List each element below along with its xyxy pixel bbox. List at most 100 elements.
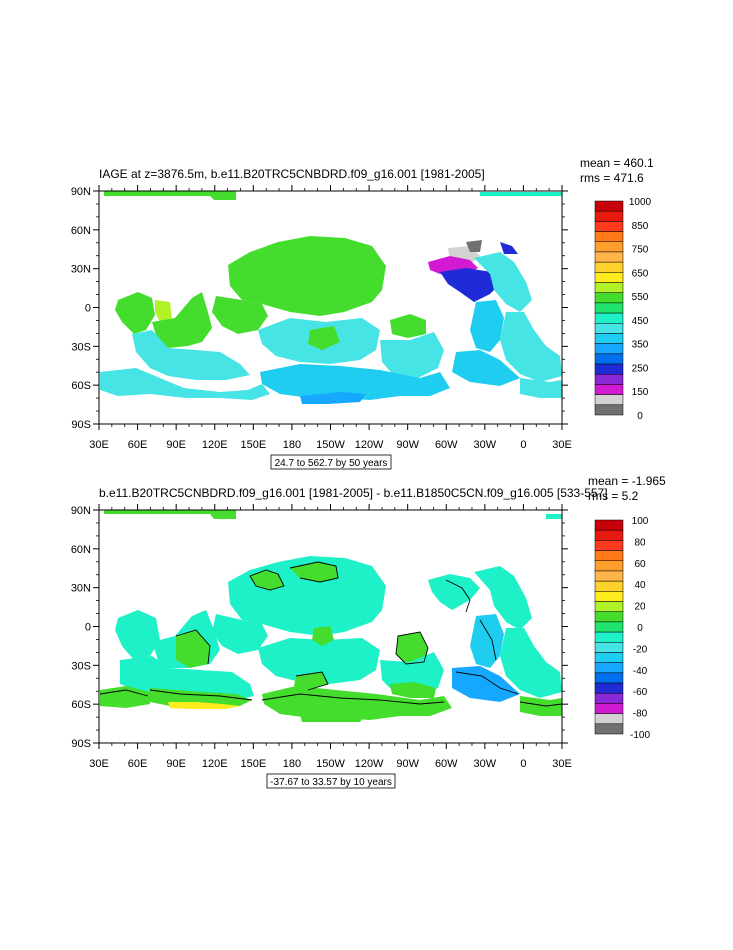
- panel-2-map-fill: [100, 510, 562, 722]
- map-region: [470, 614, 504, 668]
- x-tick-label: 0: [520, 758, 526, 770]
- colorbar-swatch: [594, 363, 624, 375]
- x-tick-label: 60W: [435, 439, 458, 451]
- x-tick-label: 120E: [202, 439, 228, 451]
- colorbar-swatch: [594, 682, 624, 694]
- colorbar-swatch: [594, 343, 624, 355]
- map-region: [258, 638, 380, 684]
- panel-2-contour-info-box: [266, 773, 396, 789]
- x-tick-label: 150E: [240, 439, 266, 451]
- x-tick-label: 0: [520, 439, 526, 451]
- map-region: [520, 696, 562, 716]
- colorbar-swatch: [594, 540, 624, 551]
- contour-line: [149, 689, 253, 701]
- map-region: [546, 514, 562, 519]
- panel-1-contour-info: 24.7 to 562.7 by 50 years: [275, 458, 388, 469]
- x-tick-label: 30W: [474, 439, 497, 451]
- x-tick-label: 120E: [202, 758, 228, 770]
- map-region: [380, 332, 444, 378]
- x-tick-label: 120W: [355, 758, 384, 770]
- panel-2-contour-info: -37.67 to 33.57 by 10 years: [270, 777, 392, 788]
- map-region: [300, 712, 366, 722]
- y-tick-label: 30S: [71, 341, 91, 353]
- contour-line: [295, 671, 329, 691]
- colorbar-label: 60: [634, 559, 646, 570]
- panel-1-rms: rms = 471.6: [580, 171, 644, 185]
- x-tick-label: 90W: [396, 758, 419, 770]
- colorbar-label: 0: [637, 623, 643, 634]
- colorbar-label: 80: [634, 537, 646, 548]
- colorbar-swatch: [594, 631, 624, 643]
- colorbar-swatch: [594, 282, 624, 293]
- map-region: [390, 682, 436, 698]
- x-tick-label: 150W: [316, 758, 345, 770]
- contour-line: [455, 671, 519, 695]
- x-tick-label: 90W: [396, 439, 419, 451]
- y-tick-label: 90S: [71, 738, 91, 750]
- panel-2-x-axis: 30E 60E 90E 120E 150E 180 150W 120W 90W 60W 30W 0 30…: [89, 504, 572, 770]
- colorbar-swatch: [594, 373, 624, 385]
- colorbar-swatch: [594, 302, 624, 314]
- map-region: [500, 628, 562, 698]
- colorbar-label: 40: [634, 580, 646, 591]
- colorbar-swatch: [594, 550, 624, 562]
- map-region: [100, 686, 150, 708]
- colorbar-label: 750: [632, 245, 649, 256]
- panel-1: IAGE at z=3876.5m, b.e11.B20TRC5CNBDRD.f…: [71, 156, 654, 470]
- colorbar-swatch: [594, 241, 624, 253]
- panel-1-colorbar: 1000 850 750 650 550 450 350 250 150 0: [594, 197, 652, 422]
- colorbar-swatch: [594, 580, 624, 592]
- panel-1-contour-info-box: [270, 454, 392, 470]
- x-tick-label: 180: [283, 758, 301, 770]
- map-region: [452, 350, 520, 386]
- colorbar-swatch: [594, 292, 624, 304]
- map-region: [396, 632, 428, 664]
- map-region: [176, 630, 210, 668]
- colorbar-swatch: [594, 529, 624, 541]
- x-tick-label: 30E: [89, 439, 109, 451]
- map-region: [452, 666, 520, 702]
- colorbar-swatch: [594, 560, 624, 572]
- colorbar-label: -100: [630, 730, 650, 741]
- map-region: [312, 626, 334, 646]
- colorbar-swatch: [594, 404, 624, 416]
- contour-line: [175, 629, 211, 665]
- map-region: [104, 191, 236, 200]
- colorbar-swatch: [594, 323, 624, 334]
- panel-2-rms: rms = 5.2: [588, 489, 639, 503]
- x-tick-label: 60W: [435, 758, 458, 770]
- panel-2-title: b.e11.B20TRC5CNBDRD.f09_g16.001 [1981-20…: [99, 486, 608, 500]
- colorbar-swatch: [594, 353, 624, 365]
- map-region: [480, 192, 562, 196]
- colorbar-swatch: [594, 723, 624, 735]
- panel-1-mean: mean = 460.1: [580, 156, 654, 170]
- map-region: [168, 702, 240, 709]
- map-region: [132, 330, 250, 380]
- x-tick-label: 90E: [166, 758, 186, 770]
- colorbar-swatch: [594, 221, 624, 232]
- y-tick-label: 90N: [71, 505, 91, 517]
- map-region: [155, 300, 172, 322]
- map-region: [115, 610, 160, 660]
- colorbar-swatch: [594, 713, 624, 725]
- y-tick-label: 0: [85, 622, 91, 634]
- colorbar-swatch: [594, 210, 624, 222]
- colorbar-swatch: [594, 200, 624, 212]
- map-region: [440, 268, 500, 302]
- map-region: [212, 296, 268, 334]
- y-tick-label: 60S: [71, 699, 91, 711]
- contour-line: [289, 561, 339, 583]
- colorbar-swatch: [594, 394, 624, 406]
- x-tick-label: 120W: [355, 439, 384, 451]
- colorbar-swatch: [594, 251, 624, 263]
- map-region: [474, 252, 532, 312]
- map-region: [390, 314, 426, 338]
- panel-2-contour-lines: [99, 561, 563, 707]
- map-region: [428, 574, 480, 610]
- y-tick-label: 30S: [71, 660, 91, 672]
- colorbar-label: 150: [632, 387, 649, 398]
- y-tick-label: 30N: [71, 264, 91, 276]
- colorbar-swatch: [594, 652, 624, 663]
